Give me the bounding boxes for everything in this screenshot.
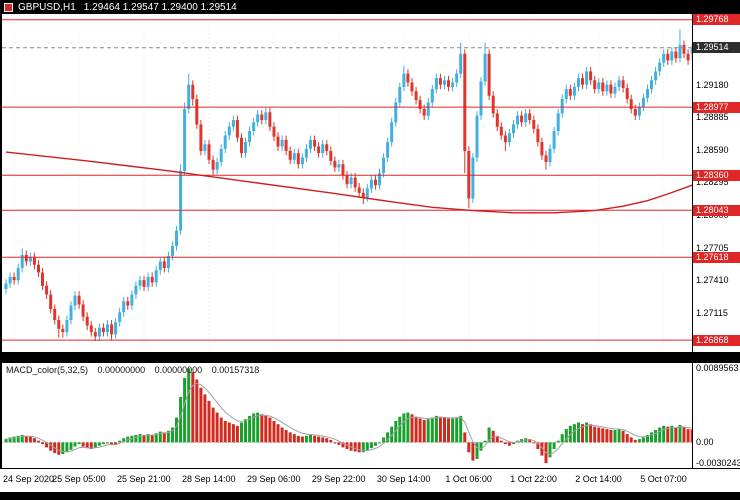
time-axis-label: 24 Sep 2020 (3, 474, 55, 484)
price-level-badge: 1.29768 (693, 14, 740, 26)
macd-axis: 0.0089563 0.00 -0.0030243 (693, 363, 740, 468)
panel-separator[interactable] (0, 352, 740, 363)
price-level-badge: 1.28360 (693, 169, 740, 181)
candles-layer (4, 29, 692, 341)
price-level-badge: 1.28977 (693, 101, 740, 113)
indicator-name: MACD_color(5,32,5) (6, 365, 89, 375)
price-tick-label: 1.27705 (696, 242, 729, 253)
bottom-frame (0, 492, 740, 500)
price-tick-label: 1.27115 (696, 307, 728, 318)
price-tick-label: 1.27410 (696, 275, 729, 286)
price-chart-svg[interactable] (2, 14, 692, 352)
price-tick-label: 1.29180 (696, 79, 729, 90)
time-axis-label: 1 Oct 06:00 (445, 474, 492, 484)
macd-scale-label: 0.0089563 (696, 363, 739, 374)
price-chart-area[interactable] (2, 14, 692, 352)
time-axis-label: 28 Sep 14:00 (182, 474, 236, 484)
macd-histogram-layer (4, 368, 692, 464)
chart-title-bar: GBPUSD,H1 1.29464 1.29547 1.29400 1.2951… (0, 0, 740, 14)
price-level-badge: 1.28043 (693, 204, 740, 216)
moving-average-line (5, 151, 692, 214)
axis-separator-line (692, 14, 693, 492)
time-axis-label: 25 Sep 05:00 (52, 474, 106, 484)
price-tick-label: 1.28885 (696, 112, 729, 123)
macd-scale-label: 0.00 (696, 437, 714, 448)
macd-signal-line (5, 382, 692, 455)
price-tick-label: 1.28295 (696, 177, 729, 188)
chart-icon (4, 2, 13, 12)
chart-symbol-period: GBPUSD,H1 (18, 1, 76, 13)
time-axis-label: 29 Sep 22:00 (311, 474, 366, 484)
macd-panel[interactable]: MACD_color(5,32,5) 0.00000000 0.00000000… (2, 363, 692, 468)
time-axis-label: 2 Oct 14:00 (575, 474, 622, 484)
price-level-badge: 1.26868 (693, 334, 740, 346)
indicator-value-1: 0.00000000 (97, 365, 146, 375)
macd-scale-label: -0.0030243 (696, 458, 740, 468)
time-axis-label: 5 Oct 07:00 (640, 474, 687, 484)
time-axis-label: 1 Oct 22:00 (510, 474, 557, 484)
period-separator-lines (13, 14, 665, 352)
current-price-badge: 1.29514 (693, 42, 740, 54)
time-axis: 24 Sep 2020 25 Sep 05:00 25 Sep 21:00 28 Se… (0, 468, 740, 493)
indicator-value-2: 0.00000000 (154, 365, 203, 375)
indicator-value-3: 0.00157318 (211, 365, 260, 375)
level-lines-layer (2, 19, 692, 341)
price-level-badge: 1.27618 (693, 251, 740, 263)
price-axis: 1.291801.288851.285901.282951.280001.277… (693, 14, 740, 352)
macd-svg[interactable] (2, 363, 692, 468)
chart-ohlc-values: 1.29464 1.29547 1.29400 1.29514 (83, 1, 237, 13)
time-axis-label: 25 Sep 21:00 (117, 474, 171, 484)
price-tick-label: 1.28590 (696, 144, 729, 155)
time-axis-label: 30 Sep 14:00 (376, 474, 431, 484)
time-axis-label: 29 Sep 06:00 (246, 474, 301, 484)
indicator-label: MACD_color(5,32,5) 0.00000000 0.00000000… (6, 365, 266, 375)
